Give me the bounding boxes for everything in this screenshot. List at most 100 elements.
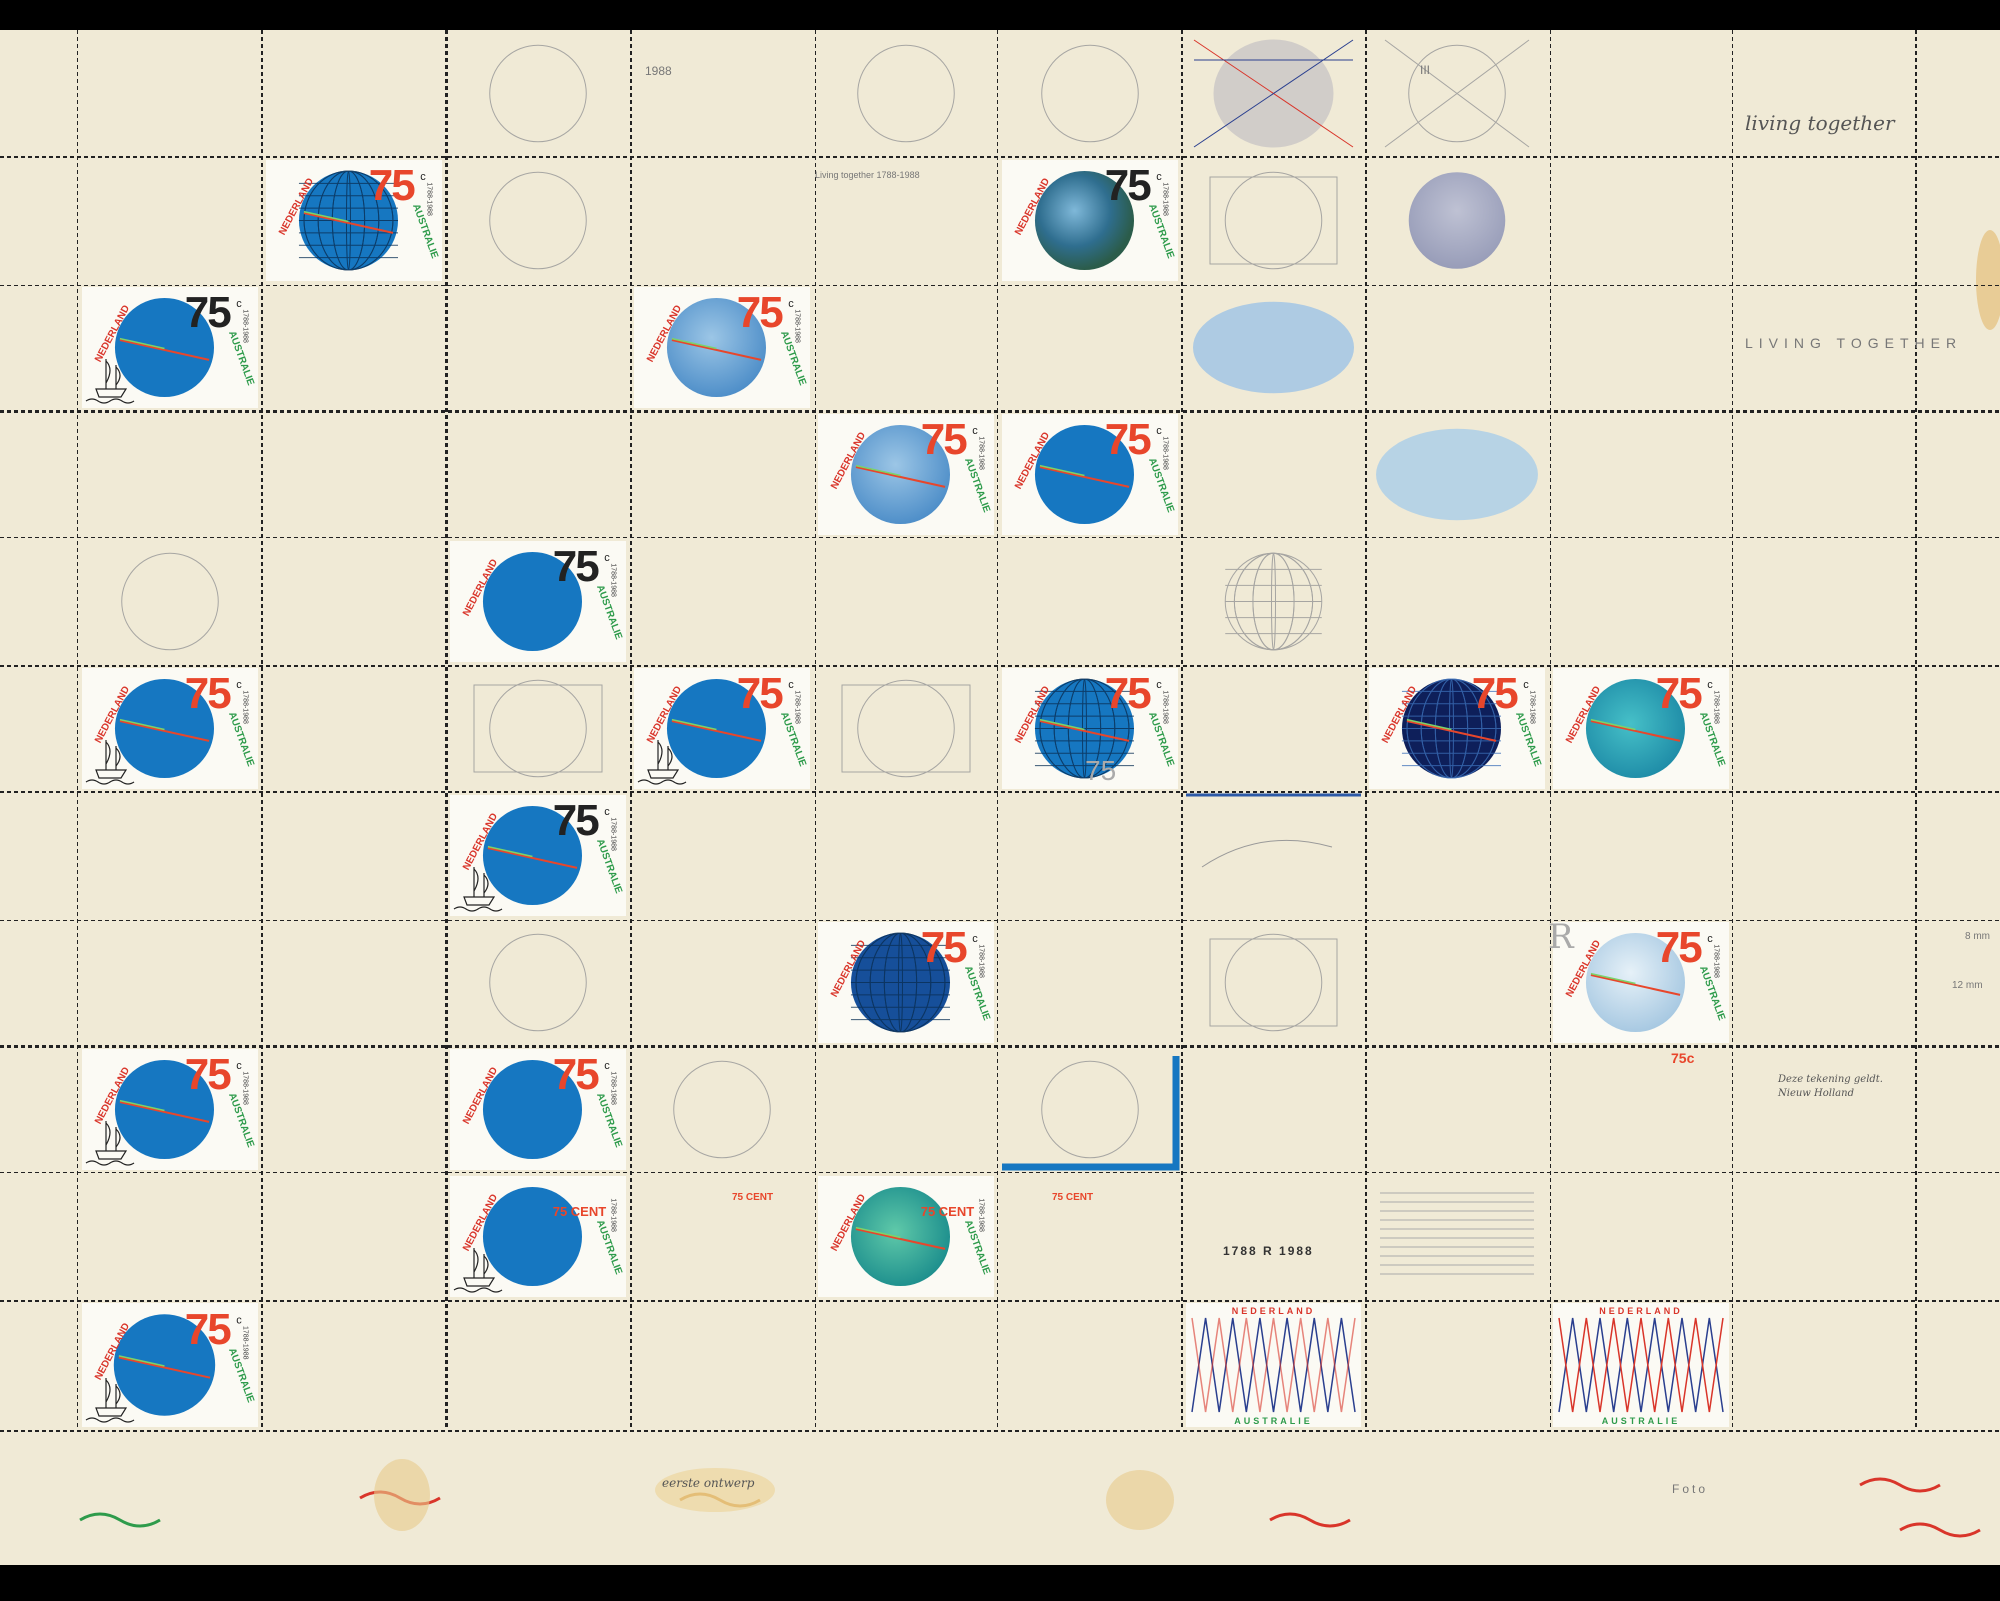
stamp-years: 1788-1988 (794, 690, 801, 724)
margin-scribble (1899, 1522, 1981, 1538)
note-tall-letter: R (1548, 917, 1575, 957)
route-line-green (119, 337, 165, 350)
route-line (118, 1356, 211, 1379)
stamp-value: 75 (921, 415, 967, 464)
sketch-frame (1209, 938, 1338, 1027)
stamp-value: 75 (553, 796, 599, 845)
pencil-sketch (1041, 44, 1139, 143)
sketch-frame (841, 684, 971, 773)
perforation-line-horizontal (0, 537, 2000, 540)
note-foto: Foto (1672, 1482, 1708, 1496)
zigzag-stamp: NEDERLAND AUSTRALIE (1186, 1303, 1361, 1427)
note-living-together: living together (1745, 111, 1896, 135)
route-line-green (1590, 972, 1636, 985)
margin-scribble (1859, 1477, 1941, 1493)
stamp-unit: c (604, 1060, 610, 1072)
perforation-line-horizontal (0, 1045, 2000, 1048)
perforation-line-horizontal (0, 1429, 2000, 1432)
route-line (119, 339, 210, 361)
globe-grid (1034, 678, 1135, 779)
perforation-line-vertical (813, 30, 816, 1430)
ship-icon (85, 740, 135, 785)
sketch-circle (857, 44, 955, 143)
globe-icon (482, 1186, 583, 1287)
zigzag-line (1191, 1317, 1356, 1413)
stamp-value: 75 (185, 288, 231, 337)
stamp-unit: c (604, 806, 610, 818)
route-line-green (855, 1226, 901, 1239)
route-line-green (1039, 718, 1085, 731)
globe-grid (850, 932, 951, 1033)
stamp-unit: c (972, 933, 978, 945)
stamp-value: 75 CENT (921, 1204, 975, 1219)
note-three: III (1420, 63, 1430, 77)
sketch-circle (489, 679, 587, 778)
stamp-value: 75 (1472, 669, 1518, 718)
pencil-sketch (841, 679, 971, 778)
ship-icon (453, 867, 503, 912)
pencil-arc (1201, 839, 1333, 868)
stamp-years: 1788-1988 (1162, 436, 1169, 470)
route-line-green (671, 718, 717, 731)
perforation-line-horizontal (0, 664, 2000, 667)
stamp-years: 1788-1988 (1713, 690, 1720, 724)
perforation-line-vertical (1548, 30, 1551, 1430)
watercolor-wash (1192, 301, 1355, 394)
stamp-years: 1788-1988 (610, 817, 617, 851)
zigzag-line (1191, 1317, 1356, 1413)
route-line (855, 466, 946, 488)
sketch-circle (489, 933, 587, 1032)
stamp-country-nl: NEDERLAND (1232, 1306, 1316, 1316)
sketch-circle (857, 679, 955, 778)
stamp-years: 1788-1988 (978, 1198, 985, 1232)
zigzag-stamp: NEDERLAND AUSTRALIE (1553, 1303, 1729, 1427)
stamp-unit: c (972, 425, 978, 437)
zigzag-line (1558, 1317, 1724, 1413)
perforation-line-horizontal (0, 918, 2000, 921)
sketch-circle (1408, 44, 1506, 143)
stamp-value: 75 (185, 1050, 231, 1099)
route-line-green (1590, 718, 1636, 731)
stamp-value: 75 (1656, 923, 1702, 972)
stamp-value: 75 (1105, 669, 1151, 718)
sketch-circle (121, 552, 219, 651)
stamp-unit: c (1707, 679, 1713, 691)
paint-blot (655, 1468, 775, 1512)
ship-icon (453, 1248, 503, 1293)
note-dimension-1: 8 mm (1965, 931, 1990, 942)
stamp-unit: c (1156, 679, 1162, 691)
watercolor-wash (1376, 428, 1538, 521)
route-line (303, 212, 394, 234)
sketch-frame (1209, 176, 1338, 265)
route-line-green (671, 337, 717, 350)
stamp-unit: c (788, 298, 794, 310)
stamp-country-au: AUSTRALIE (1602, 1416, 1681, 1426)
stamp-value: 75 (737, 288, 783, 337)
note-cent-value-1: 75 CENT (732, 1192, 773, 1203)
perforation-line-vertical (1914, 30, 1917, 1430)
stamp-years: 1788-1988 (426, 182, 433, 216)
pencil-sketch (673, 1060, 771, 1159)
stamp-value: 75 (185, 1305, 231, 1354)
globe-grid (1401, 678, 1502, 779)
route-line-green (119, 1099, 165, 1112)
ship-icon (85, 359, 135, 404)
perforation-line-horizontal (0, 791, 2000, 794)
crossed-sketch (1193, 39, 1354, 148)
globe-icon (482, 805, 583, 906)
stamp-years: 1788-1988 (242, 690, 249, 724)
paint-blot (1976, 230, 2000, 330)
globe-icon (114, 1059, 215, 1160)
sketch-circle (489, 171, 587, 270)
